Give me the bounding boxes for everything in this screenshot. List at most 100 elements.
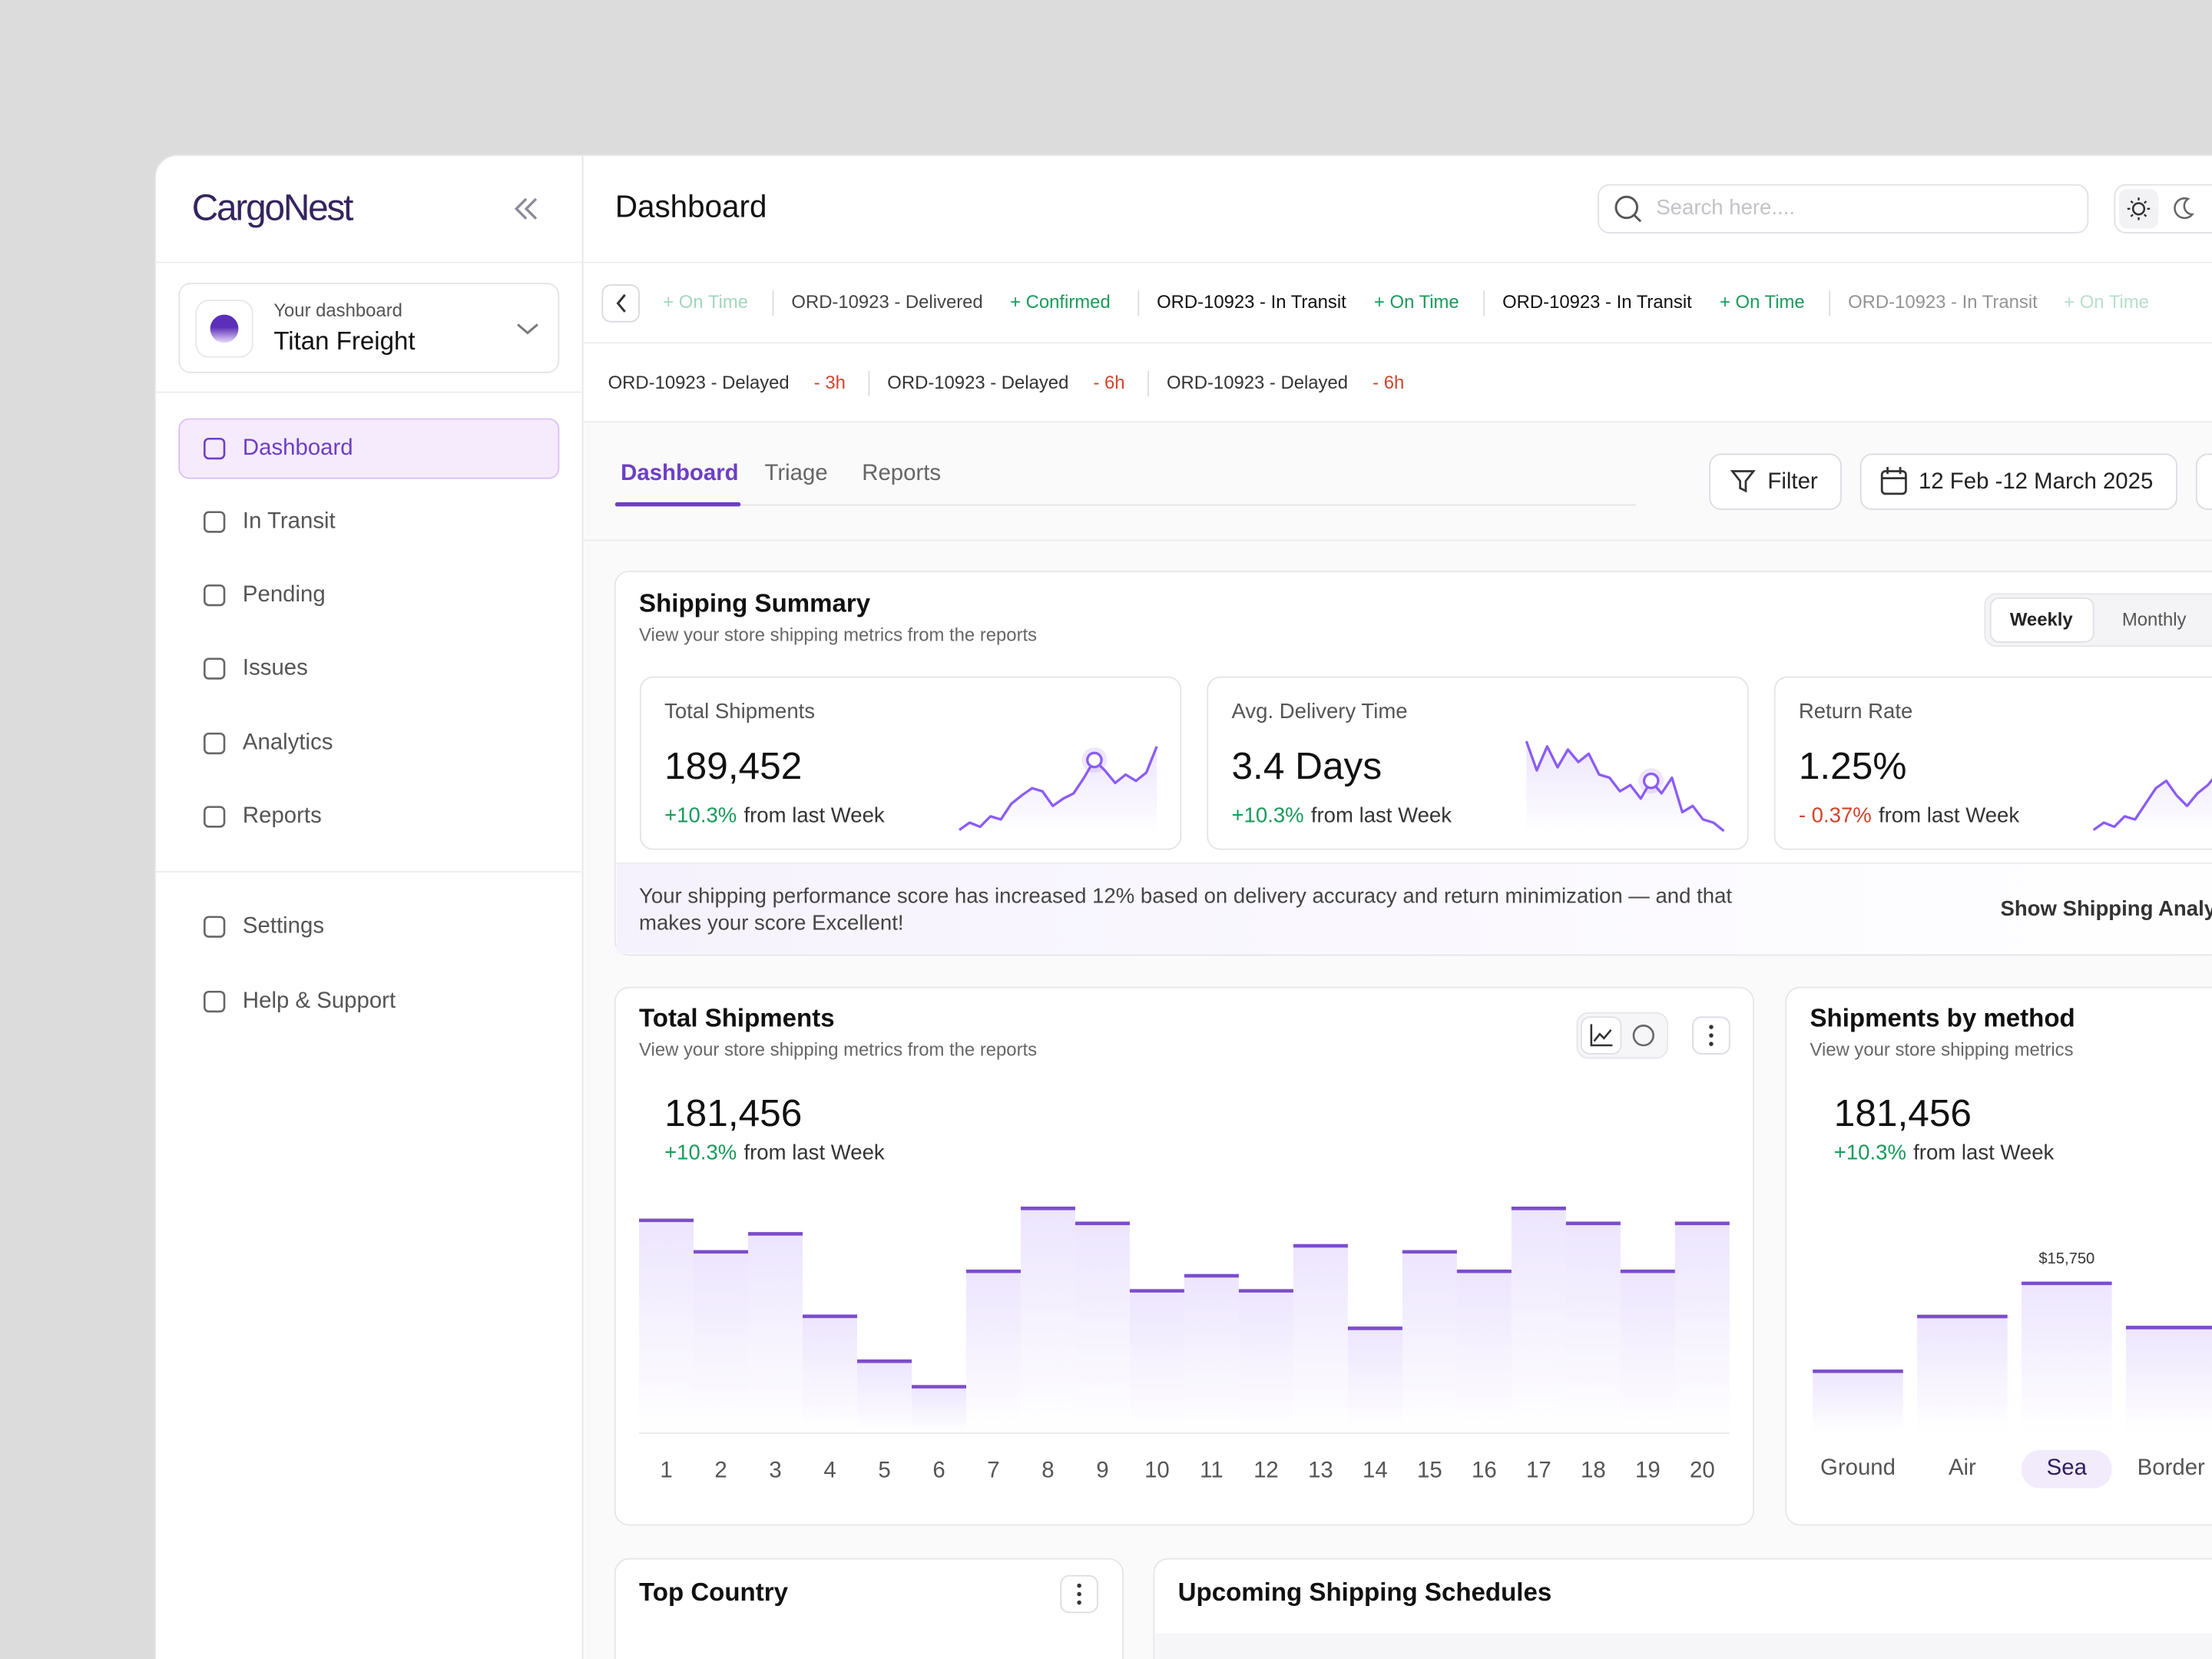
section-title: Total Shipments [639, 1005, 835, 1033]
nav-icon [204, 511, 226, 533]
section-subtitle: View your store shipping metrics [1810, 1040, 2074, 1061]
date-range-button[interactable] [1859, 453, 2177, 510]
change-suffix: from last Week [1879, 803, 2019, 827]
nav-item[interactable]: Reports [243, 803, 322, 828]
nav-item[interactable]: Help & Support [243, 988, 396, 1013]
bar [2125, 1326, 2212, 1434]
tab[interactable]: Triage [765, 460, 828, 485]
x-tick-label: Ground [1820, 1455, 1896, 1480]
nav-item[interactable]: Dashboard [243, 435, 353, 460]
x-tick-label: 4 [823, 1457, 836, 1482]
collapse-button[interactable] [514, 197, 538, 220]
nav-item[interactable]: Analytics [243, 730, 333, 755]
tabs: Dashboard Triage Reports [621, 460, 941, 485]
x-tick-label: 12 [1253, 1457, 1279, 1482]
bar [1620, 1270, 1675, 1434]
bar [748, 1232, 803, 1434]
table-header-bg [1155, 1633, 2212, 1659]
x-tick-label: 1 [660, 1457, 672, 1482]
bar [1674, 1221, 1730, 1434]
ticker-order: ORD-10923 - Delayed [608, 373, 790, 393]
summary-note: Your shipping performance score has incr… [639, 883, 1732, 907]
x-tick-label: 10 [1144, 1457, 1170, 1482]
bar [1813, 1369, 1903, 1434]
metric-change: +10.3% from last Week [1834, 1141, 2055, 1164]
kebab-dot [1077, 1600, 1081, 1605]
metric-value: 1.25% [1799, 744, 1907, 787]
ticker-order: ORD-10923 - Delayed [887, 373, 1068, 393]
x-tick-label: Sea [2047, 1455, 2088, 1480]
section-subtitle: View your store shipping metrics from th… [639, 1040, 1037, 1061]
nav-item[interactable]: Pending [243, 581, 326, 607]
x-tick-label: Border [2137, 1455, 2205, 1480]
nav-icon [204, 584, 226, 607]
bar [1511, 1207, 1566, 1434]
kebab-dot [1077, 1583, 1081, 1588]
metric-value: 181,456 [664, 1091, 802, 1134]
period-option[interactable]: Monthly [2122, 609, 2187, 630]
nav-icon [204, 806, 226, 828]
ticker-delay: - 3h [814, 373, 846, 393]
calendar-icon [1882, 466, 1906, 480]
chevron [616, 293, 626, 313]
summary-link[interactable]: Show Shipping Analy [2000, 896, 2212, 920]
line-icon [1590, 1024, 1613, 1047]
tab[interactable]: Dashboard [621, 460, 738, 485]
change-suffix: from last Week [743, 803, 884, 827]
nav-item[interactable]: Issues [243, 654, 308, 680]
filter-label: Filter [1767, 469, 1817, 494]
ticker-prev[interactable] [601, 284, 640, 323]
tab[interactable]: Reports [862, 460, 941, 485]
bar [857, 1359, 912, 1434]
ticker-status: + Confirmed [1010, 292, 1111, 313]
spark-area [959, 746, 1157, 836]
sparkline [959, 746, 1158, 831]
metric-change: +10.3% from last Week [1231, 803, 1452, 827]
metric-value: 181,456 [1834, 1091, 1972, 1134]
sparkline [2092, 777, 2212, 831]
search-icon [1614, 195, 1638, 220]
metric-change: +10.3% from last Week [664, 1141, 885, 1164]
bar [2022, 1282, 2112, 1434]
ticker-status: + On Time [2064, 292, 2149, 313]
total-shipments-chart: 1 2 3 4 5 6 7 8 9 10 11 12 13 14 15 16 17 18 19 20 [639, 1206, 1730, 1482]
ticker-delay: - 6h [1373, 373, 1404, 393]
ticker-status: + On Time [1374, 292, 1459, 313]
bar [911, 1385, 966, 1434]
x-tick-label: 19 [1635, 1457, 1661, 1482]
nav-item[interactable]: In Transit [243, 508, 336, 533]
workspace-name: Titan Freight [273, 327, 415, 356]
pie-chart-option[interactable] [1632, 1025, 1654, 1047]
nav-icon [204, 916, 226, 938]
metric-label: Return Rate [1799, 699, 1913, 723]
filter-button[interactable] [1709, 453, 1842, 510]
search-box[interactable] [1598, 184, 2089, 233]
nav-item[interactable]: Settings [243, 913, 324, 939]
x-tick-label: 11 [1200, 1457, 1223, 1482]
more-button[interactable] [2195, 453, 2212, 510]
period-option[interactable]: Weekly [2010, 609, 2074, 630]
nav-icon [204, 990, 226, 1013]
period-selected[interactable] [1989, 597, 2094, 643]
x-tick-label: Air [1949, 1455, 1976, 1480]
spark-area [2093, 780, 2212, 836]
moon-icon[interactable] [2174, 197, 2194, 220]
section-title: Shipping Summary [639, 590, 871, 618]
workspace-label: Your dashboard [273, 300, 402, 321]
x-tick-label: 20 [1690, 1457, 1715, 1482]
bar [1293, 1244, 1348, 1434]
workspace-switcher[interactable] [178, 283, 560, 373]
ticker-order: ORD-10923 - Delivered [791, 292, 982, 313]
bar [965, 1270, 1021, 1434]
x-tick-label: 17 [1526, 1457, 1551, 1482]
date-range: 12 Feb -12 March 2025 [1919, 469, 2153, 494]
theme-light[interactable] [2118, 189, 2159, 229]
section-title: Top Country [639, 1578, 789, 1607]
sun-icon [2131, 202, 2146, 216]
bar [1020, 1207, 1075, 1434]
nav-icon [204, 437, 226, 460]
brand: CargoNest [192, 187, 353, 228]
ticker: + On Time ORD-10923 - Delivered + Confirme… [608, 290, 2149, 397]
